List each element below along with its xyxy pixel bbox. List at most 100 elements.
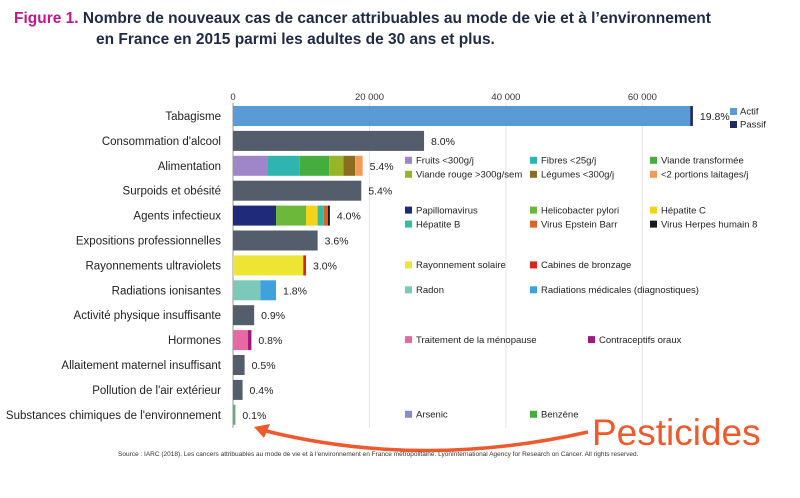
legend-label: Cabines de bronzage	[541, 260, 631, 271]
x-tick-label: 60 000	[628, 92, 657, 103]
percent-label: 3.6%	[325, 236, 349, 248]
legend-label: Actif	[740, 107, 759, 118]
legend-swatch	[405, 286, 412, 294]
legend-swatch	[730, 121, 737, 128]
percent-label: 0.1%	[242, 410, 266, 422]
legend-label: Benzène	[541, 410, 579, 421]
bar-segment	[233, 404, 235, 425]
bar-segment	[233, 355, 245, 375]
bar-segment	[233, 379, 243, 400]
legend-swatch	[405, 206, 412, 214]
legend-label: Helicobacter pylori	[541, 205, 619, 216]
percent-label: 4.0%	[337, 211, 361, 223]
bar-segment	[327, 205, 330, 226]
legend-label: Contraceptifs oraux	[599, 335, 682, 346]
percent-label: 3.0%	[313, 260, 337, 272]
legend-label: Traitement de la ménopause	[416, 335, 537, 346]
bar-segment	[233, 130, 425, 151]
percent-label: 5.4%	[368, 186, 392, 198]
legend-label: Virus Herpes humain 8	[661, 219, 757, 230]
category-label: Allaitement maternel insuffisant	[61, 360, 221, 372]
legend-label: Hépatite B	[416, 219, 460, 230]
legend-swatch	[530, 286, 537, 294]
bar-segment	[267, 155, 300, 176]
x-tick-label: 40 000	[491, 92, 520, 103]
category-label: Surpoids et obésité	[123, 186, 221, 198]
legend-swatch	[588, 336, 595, 344]
legend-label: Rayonnement solaire	[416, 260, 506, 271]
bar-segment	[233, 205, 276, 226]
bar-segment	[690, 106, 693, 126]
legend-label: <2 portions laitages/j	[661, 170, 748, 181]
legend-swatch	[530, 170, 537, 178]
legend-swatch	[405, 156, 412, 164]
bar-segment	[234, 404, 236, 425]
percent-label: 0.4%	[250, 385, 274, 397]
percent-label: 8.0%	[431, 136, 455, 148]
bar-segment	[233, 230, 318, 251]
legend-swatch	[530, 156, 537, 164]
bar-segment	[233, 180, 362, 201]
legend-swatch	[730, 108, 737, 115]
category-label: Expositions professionnelles	[76, 236, 221, 248]
legend-swatch	[650, 220, 657, 228]
legend-label: Radon	[416, 285, 444, 296]
bar-segment	[233, 330, 249, 351]
percent-label: 1.8%	[283, 285, 307, 297]
legend-label: Légumes <300g/j	[541, 170, 614, 181]
bar-segment	[233, 255, 304, 276]
category-label: Substances chimiques de l'environnement	[6, 410, 222, 422]
bar-segment	[260, 280, 276, 301]
category-label: Radiations ionisantes	[112, 285, 222, 297]
legend-swatch	[650, 170, 657, 178]
category-label: Rayonnements ultraviolets	[85, 260, 221, 272]
legend-label: Virus Epstein Barr	[541, 219, 617, 230]
x-tick-label: 20 000	[355, 92, 384, 103]
chart-bars: Tabagisme 19.8% Consommation d'alcool 8.0% A…	[6, 106, 730, 425]
legend-label: Radiations médicales (diagnostiques)	[541, 285, 699, 296]
bar-segment	[355, 155, 363, 176]
category-label: Agents infectieux	[133, 211, 221, 223]
category-label: Hormones	[168, 335, 221, 347]
legend-label: Fibres <25g/j	[541, 156, 596, 167]
legend-label: Passif	[740, 120, 766, 131]
chart-title: Figure 1. Nombre de nouveaux cas de canc…	[14, 8, 784, 50]
percent-label: 0.8%	[258, 335, 282, 347]
title-line-1: Nombre de nouveaux cas de cancer attribu…	[82, 10, 711, 27]
legend-swatch	[650, 206, 657, 214]
legend-label: Viande rouge >300g/sem	[416, 170, 522, 181]
percent-label: 0.5%	[252, 360, 276, 372]
bar-segment	[275, 205, 307, 226]
legend-swatch	[405, 410, 412, 418]
legend-swatch	[650, 156, 657, 164]
legend-swatch	[405, 220, 412, 228]
percent-label: 5.4%	[370, 161, 394, 173]
legend-swatch	[405, 336, 412, 344]
pesticides-arrow	[254, 424, 589, 453]
legend-label: Arsenic	[416, 410, 448, 421]
legend-label: Hépatite C	[661, 205, 706, 216]
legend-swatch	[530, 220, 537, 228]
bar-segment	[248, 330, 252, 351]
bar-segment	[233, 280, 261, 301]
legend-swatch	[530, 206, 537, 214]
category-label: Consommation d'alcool	[102, 136, 221, 148]
bar-segment	[233, 106, 691, 126]
bar-segment	[323, 205, 328, 226]
percent-label: 19.8%	[700, 111, 730, 123]
category-label: Tabagisme	[165, 111, 221, 123]
category-label: Pollution de l'air extérieur	[92, 385, 221, 397]
figure-label: Figure 1.	[14, 10, 79, 27]
category-label: Alimentation	[158, 161, 221, 173]
legend-label: Papillomavirus	[416, 205, 478, 216]
bar-segment	[329, 155, 344, 176]
bar-segment	[343, 155, 356, 176]
chart-legends: Actif Passif Fruits <300g/j Fibres <25g/j Vi…	[405, 107, 766, 421]
bar-segment	[317, 205, 324, 226]
legend-swatch	[405, 261, 412, 269]
title-line-2: en France en 2015 parmi les adultes de 3…	[96, 31, 495, 48]
source-note: Source : IARC (2018). Les cancers attrib…	[118, 451, 639, 458]
bar-segment	[303, 255, 307, 276]
pesticides-annotation: Pesticides	[592, 412, 761, 453]
